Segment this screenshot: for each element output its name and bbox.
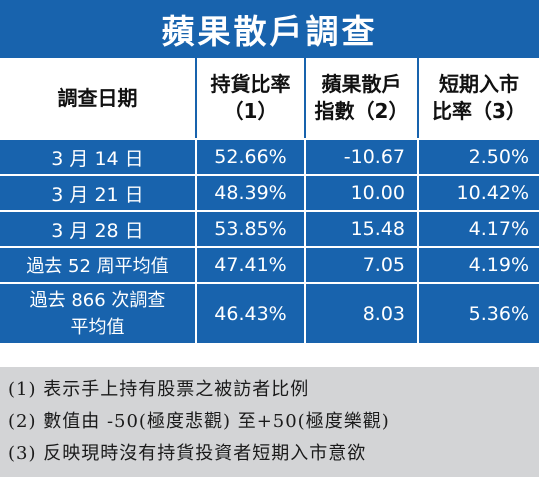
row-date: 3 月 14 日 xyxy=(0,138,197,174)
row-entry-ratio: 4.17% xyxy=(419,210,539,246)
row-entry-ratio: 10.42% xyxy=(419,174,539,210)
header-holding-ratio: 持貨比率 （1） xyxy=(197,58,306,138)
row-sentiment-index: 7.05 xyxy=(306,246,419,282)
header-date: 調查日期 xyxy=(0,58,197,138)
row-date: 3 月 28 日 xyxy=(0,210,197,246)
card-title: 蘋果散戶調查 xyxy=(0,0,539,58)
header-entry-ratio-line2: 比率（3） xyxy=(432,99,526,123)
row-sentiment-index: 8.03 xyxy=(306,282,419,343)
footnote-3: (3) 反映現時沒有持貨投資者短期入市意欲 xyxy=(8,443,367,464)
row-date-line2: 平均值 xyxy=(70,316,125,338)
footnote-2: (2) 數值由 -50(極度悲觀) 至+50(極度樂觀) xyxy=(8,411,390,432)
table-row: 3 月 21 日 48.39% 10.00 10.42% xyxy=(0,174,539,210)
row-sentiment-index: 10.00 xyxy=(306,174,419,210)
header-holding-ratio-line1: 持貨比率 xyxy=(210,72,291,96)
footnote-1: (1) 表示手上持有股票之被訪者比例 xyxy=(8,379,310,400)
row-holding-ratio: 48.39% xyxy=(197,174,306,210)
row-date-line1: 過去 866 次調查 xyxy=(29,289,166,311)
row-date: 3 月 21 日 xyxy=(0,174,197,210)
row-entry-ratio: 5.36% xyxy=(419,282,539,343)
table-row: 3 月 28 日 53.85% 15.48 4.17% xyxy=(0,210,539,246)
row-holding-ratio: 46.43% xyxy=(197,282,306,343)
header-sentiment-index-line1: 蘋果散戶 xyxy=(321,72,402,96)
row-holding-ratio: 53.85% xyxy=(197,210,306,246)
row-date: 過去 866 次調查 平均值 xyxy=(0,282,197,343)
survey-table: 調查日期 持貨比率 （1） 蘋果散戶 指數（2） 短期入市 比率（3） xyxy=(0,58,539,343)
header-entry-ratio-line1: 短期入市 xyxy=(438,72,519,96)
row-sentiment-index: -10.67 xyxy=(306,138,419,174)
row-sentiment-index: 15.48 xyxy=(306,210,419,246)
header-sentiment-index: 蘋果散戶 指數（2） xyxy=(306,58,419,138)
footnotes: (1) 表示手上持有股票之被訪者比例 (2) 數值由 -50(極度悲觀) 至+5… xyxy=(0,367,539,477)
table-row: 過去 866 次調查 平均值 46.43% 8.03 5.36% xyxy=(0,282,539,343)
header-holding-ratio-line2: （1） xyxy=(223,99,278,123)
table-row: 3 月 14 日 52.66% -10.67 2.50% xyxy=(0,138,539,174)
table-header: 調查日期 持貨比率 （1） 蘋果散戶 指數（2） 短期入市 比率（3） xyxy=(0,58,539,138)
row-holding-ratio: 52.66% xyxy=(197,138,306,174)
header-sentiment-index-line2: 指數（2） xyxy=(314,99,409,123)
row-entry-ratio: 2.50% xyxy=(419,138,539,174)
header-entry-ratio: 短期入市 比率（3） xyxy=(419,58,539,138)
row-holding-ratio: 47.41% xyxy=(197,246,306,282)
row-entry-ratio: 4.19% xyxy=(419,246,539,282)
table-row: 過去 52 周平均值 47.41% 7.05 4.19% xyxy=(0,246,539,282)
row-date: 過去 52 周平均值 xyxy=(0,246,197,282)
